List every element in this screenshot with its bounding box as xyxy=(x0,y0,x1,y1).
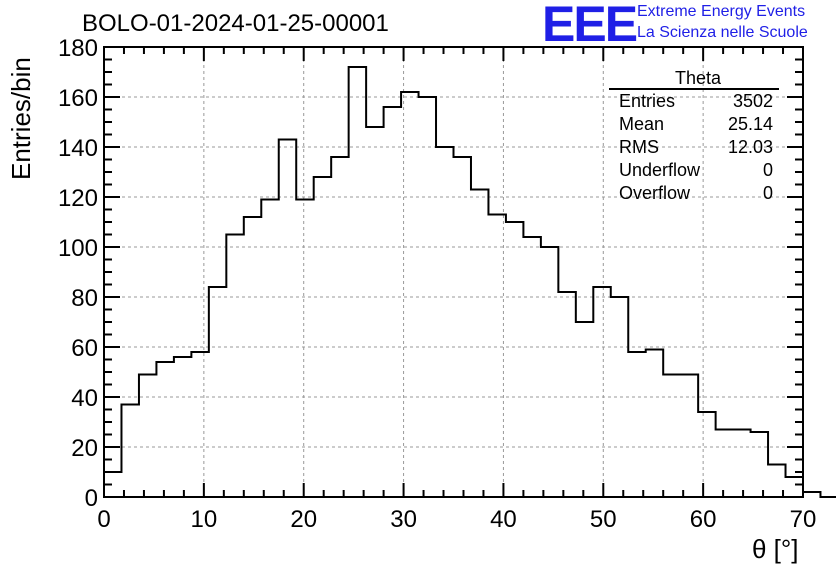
stats-label: Mean xyxy=(619,114,665,134)
y-tick-label: 120 xyxy=(58,185,98,212)
x-tick-label: 70 xyxy=(790,506,817,533)
stats-value: 0 xyxy=(762,160,773,180)
x-tick-label: 20 xyxy=(290,506,317,533)
y-tick-label: 160 xyxy=(58,85,98,112)
x-axis-label: θ [°] xyxy=(752,534,799,564)
x-tick-label: 50 xyxy=(590,506,617,533)
chart-title: BOLO-01-2024-01-25-00001 xyxy=(82,10,389,37)
histogram-line xyxy=(103,66,836,498)
x-tick-label: 0 xyxy=(97,506,110,533)
y-tick-label: 60 xyxy=(71,335,98,362)
stats-row-underflow: Underflow 0 xyxy=(609,159,779,182)
stats-label: Underflow xyxy=(619,160,701,180)
x-tick-label: 60 xyxy=(690,506,717,533)
y-tick-label: 140 xyxy=(58,135,98,162)
stats-box: Theta Entries 3502 Mean 25.14 RMS 12.03 … xyxy=(609,68,779,205)
stats-label: Entries xyxy=(619,91,676,111)
stats-label: RMS xyxy=(619,137,659,157)
x-tick-label: 40 xyxy=(490,506,517,533)
y-tick-label: 20 xyxy=(71,435,98,462)
y-axis-label: Entries/bin xyxy=(6,57,36,180)
stats-value: 25.14 xyxy=(727,114,773,134)
x-tick-label: 30 xyxy=(390,506,417,533)
y-tick-label: 180 xyxy=(58,35,98,62)
y-tick-label: 0 xyxy=(85,485,98,512)
stats-row-rms: RMS 12.03 xyxy=(609,136,779,159)
logo-subtitle-1: Extreme Energy Events xyxy=(637,3,806,20)
logo-subtitle-2: La Scienza nelle Scuole xyxy=(637,24,808,41)
y-tick-label: 80 xyxy=(71,285,98,312)
stats-row-entries: Entries 3502 xyxy=(609,90,779,113)
stats-label: Overflow xyxy=(619,183,691,203)
y-tick-label: 100 xyxy=(58,235,98,262)
y-tick-label: 40 xyxy=(71,385,98,412)
stats-value: 0 xyxy=(762,183,773,203)
tick-labels: 0 10 20 30 40 50 60 70 0 20 40 60 80 100 120 140 160 180 xyxy=(58,35,816,533)
x-tick-label: 10 xyxy=(191,506,218,533)
stats-value: 12.03 xyxy=(727,137,773,157)
stats-value: 3502 xyxy=(732,91,773,111)
axis-ticks xyxy=(103,46,804,498)
stats-row-mean: Mean 25.14 xyxy=(609,113,779,136)
stats-row-overflow: Overflow 0 xyxy=(609,182,779,205)
stats-title: Theta xyxy=(609,68,779,90)
eee-logo: EEE xyxy=(542,0,638,52)
